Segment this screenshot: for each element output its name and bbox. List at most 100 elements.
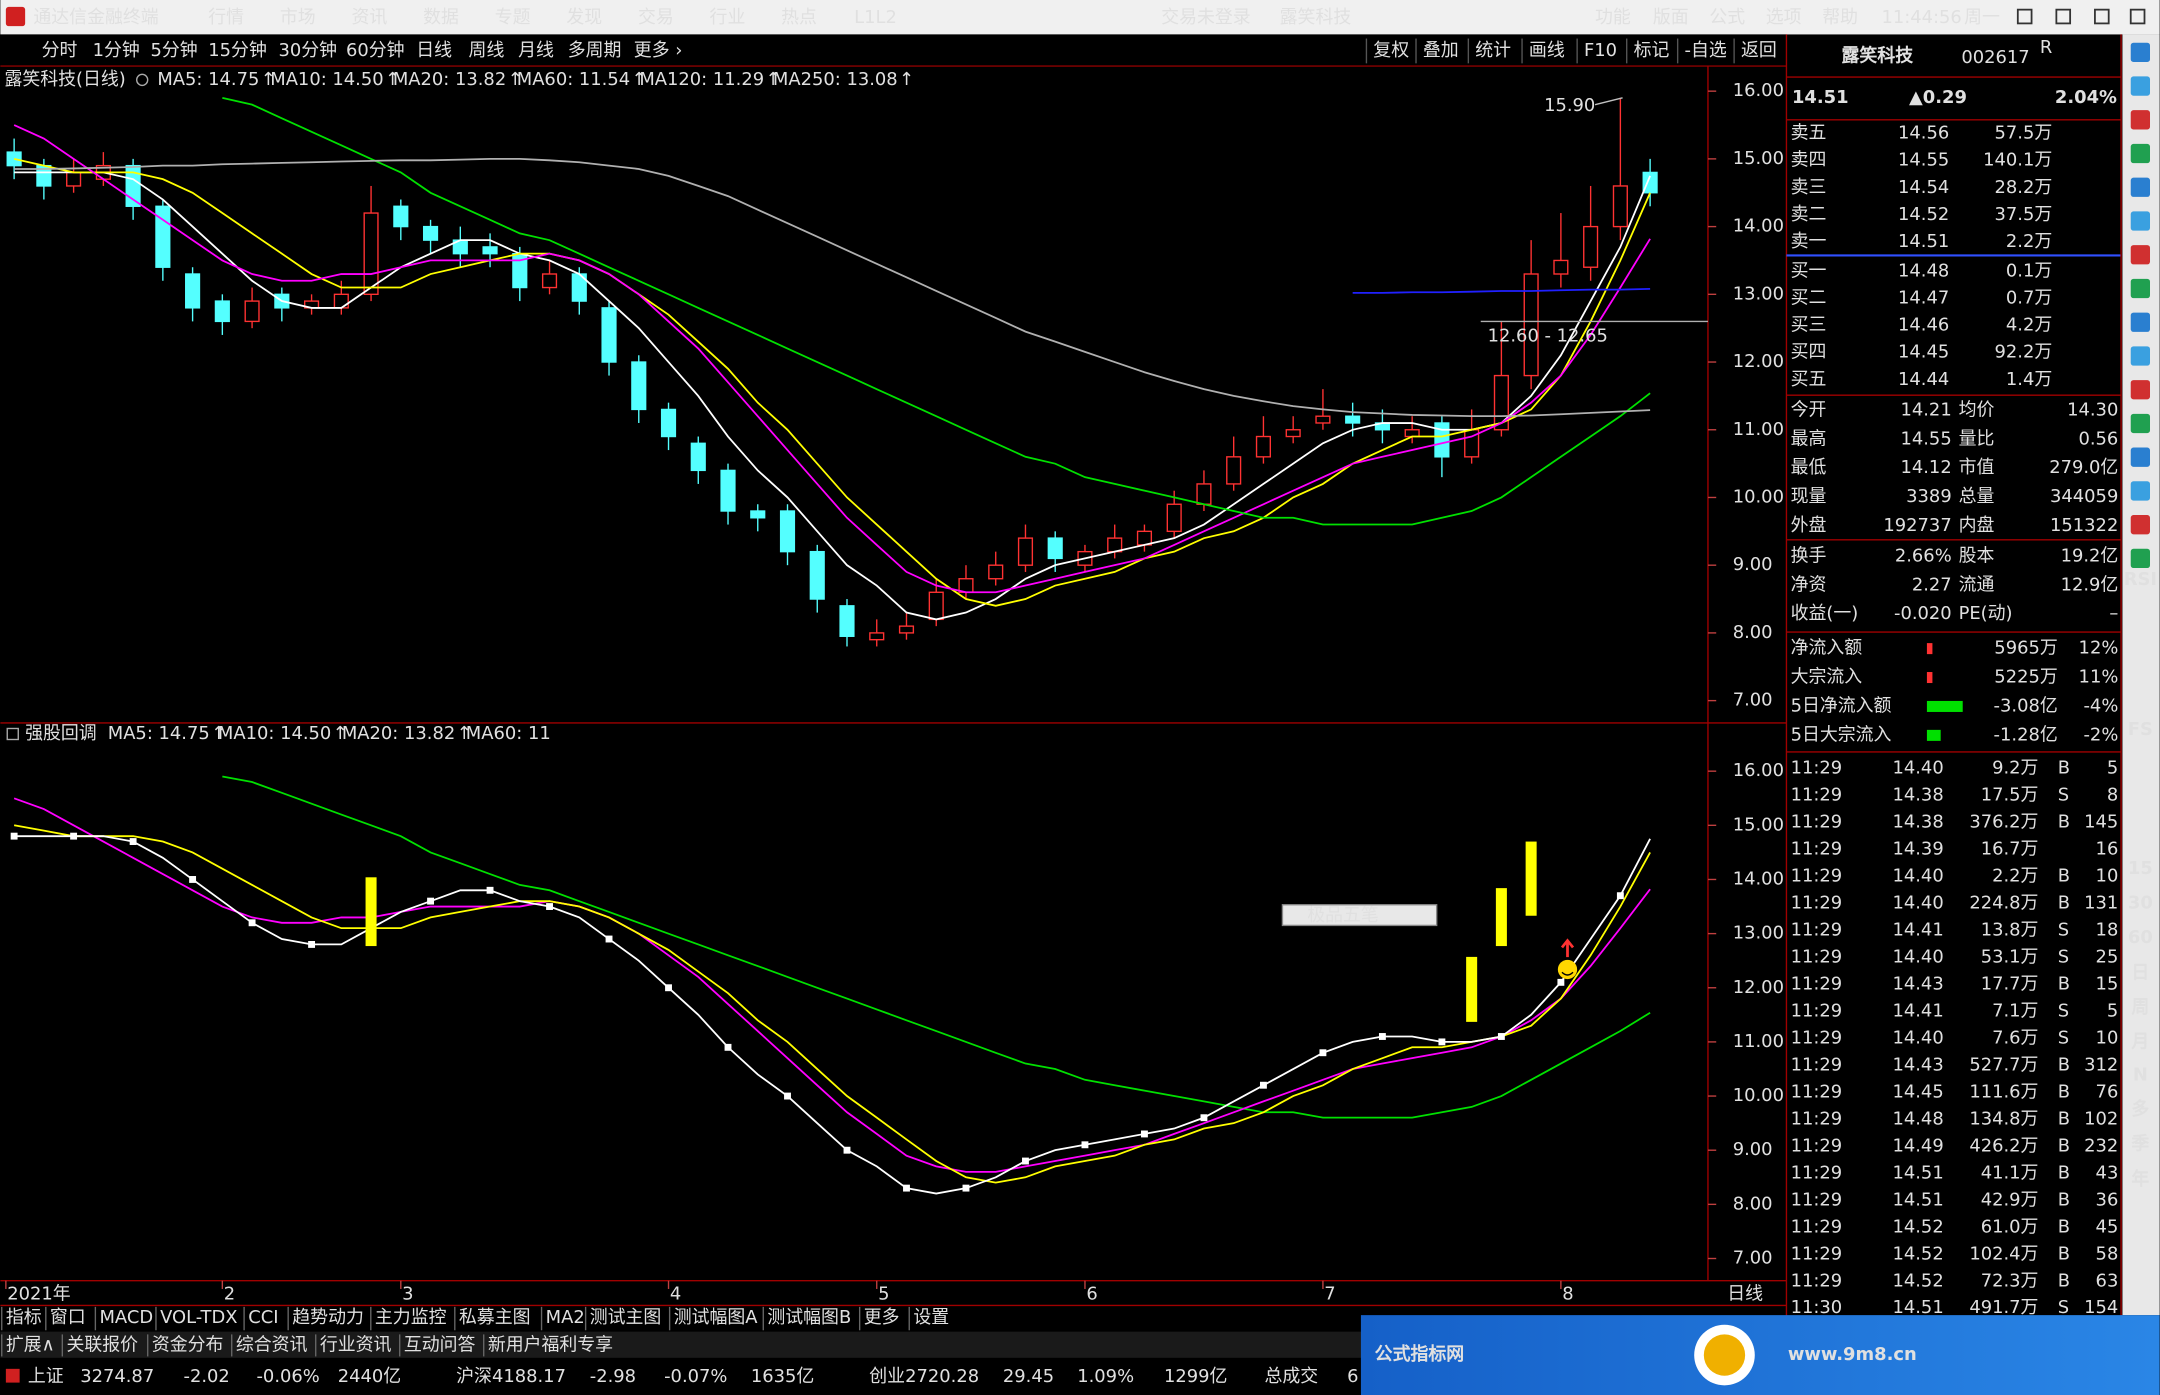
tool-button[interactable]: 复权 [1373,40,1409,61]
info-link[interactable]: 扩展∧ [6,1334,55,1355]
menu-item[interactable]: 帮助 [1822,7,1858,28]
period-button[interactable]: 1分钟 [93,40,140,61]
info-link[interactable]: 关联报价 [66,1334,138,1355]
side-tool[interactable]: 多 [2131,1098,2149,1120]
trade-count: 58 [2096,1243,2119,1264]
trade-side: B [2058,1270,2070,1291]
info-link[interactable]: 互动问答 [404,1334,476,1355]
indicator-dot [962,1184,970,1192]
side-icon[interactable] [2130,143,2151,164]
indicator-tab[interactable]: 窗口 [50,1307,86,1328]
period-button[interactable]: 5分钟 [150,40,197,61]
side-tool[interactable]: N [2133,1065,2148,1086]
indicator-tab[interactable]: 私募主图 [459,1307,531,1328]
side-tool[interactable]: 月 [2130,1031,2149,1052]
candle-body [750,510,766,519]
side-icon[interactable] [2130,76,2151,96]
period-button[interactable]: 周线 [469,40,505,61]
indicator-tab[interactable]: VOL-TDX [160,1307,237,1328]
side-icon[interactable] [2130,278,2151,299]
stat-label: 内盘 [1959,515,1995,536]
side-icon[interactable] [2130,481,2151,501]
side-tool[interactable]: 30 [2128,892,2153,913]
indicator-tab[interactable]: MA2 [546,1307,585,1328]
side-tool[interactable]: 周 [2131,997,2149,1018]
watermark-banner [1360,1315,2160,1395]
side-icon[interactable] [2130,548,2151,569]
window-button[interactable] [2055,8,2072,25]
indicator-tab[interactable]: 主力监控 [375,1307,447,1328]
side-icon[interactable] [2130,42,2151,62]
indicator-tab[interactable]: CCI [248,1307,278,1328]
menu-item[interactable]: 交易 [638,7,674,28]
side-tool[interactable]: 年 [2131,1168,2149,1190]
menu-item[interactable]: 专题 [495,7,531,28]
notice[interactable]: 露笑科技 [1280,7,1352,28]
info-link[interactable]: 新用户福利专享 [488,1334,613,1355]
period-button[interactable]: 多周期 [568,40,622,61]
tool-button[interactable]: 返回 [1741,40,1777,61]
menu-item[interactable]: L1L2 [854,7,897,28]
menu-item[interactable]: 行情 [208,7,244,28]
side-tool[interactable]: 60 [2128,927,2153,948]
side-icon[interactable] [2130,245,2151,265]
indicator-tab[interactable]: 测试主图 [590,1307,662,1328]
side-tool[interactable]: 季 [2131,1133,2149,1154]
info-link[interactable]: 综合资讯 [236,1334,308,1355]
side-tool[interactable]: FS [2128,719,2153,740]
indicator-tab[interactable]: 测试幅图B [767,1307,851,1328]
side-icon[interactable] [2130,177,2151,197]
side-icon[interactable] [2130,346,2151,366]
side-icon[interactable] [2130,515,2151,535]
indicator-tab[interactable]: 指标 [6,1307,42,1328]
window-button[interactable] [2016,8,2033,25]
menu-item[interactable]: 热点 [781,7,817,28]
side-icon[interactable] [2130,380,2151,400]
info-link[interactable]: 行业资讯 [320,1334,392,1355]
tool-button[interactable]: 统计 [1475,40,1511,61]
side-icon[interactable] [2130,312,2151,332]
tool-button[interactable]: -自选 [1685,40,1727,61]
period-button[interactable]: 60分钟 [346,40,405,61]
tool-button[interactable]: F10 [1584,40,1617,61]
menu-item[interactable]: 选项 [1766,7,1802,28]
legend-entry: MA250: 13.08 [773,69,898,90]
side-tool[interactable]: RSI [2124,569,2157,590]
period-button[interactable]: 更多 › [634,40,683,61]
stat-label: 最低 [1791,457,1827,478]
side-icon[interactable] [2130,110,2151,130]
info-link[interactable]: 资金分布 [152,1334,224,1355]
tool-button[interactable]: 画线 [1529,40,1565,61]
side-icon[interactable] [2130,211,2151,231]
trade-price: 14.51 [1892,1297,1943,1318]
side-icon[interactable] [2130,447,2151,467]
menu-item[interactable]: 市场 [280,7,316,28]
menu-item[interactable]: 功能 [1595,7,1631,28]
period-button[interactable]: 15分钟 [208,40,267,61]
period-button[interactable]: 分时 [42,40,78,61]
period-button[interactable]: 日线 [416,40,452,61]
side-icon[interactable] [2130,413,2151,434]
menu-item[interactable]: 公式 [1709,7,1745,28]
menu-item[interactable]: 版面 [1653,7,1689,28]
period-button[interactable]: 30分钟 [279,40,338,61]
side-tool[interactable]: 日 [2131,963,2149,984]
window-button[interactable] [2094,8,2110,25]
indicator-tab[interactable]: 设置 [913,1307,949,1328]
window-button[interactable] [2129,8,2146,25]
notice[interactable]: 交易未登录 [1161,7,1251,28]
book-price: 14.44 [1898,369,1949,390]
tool-button[interactable]: 叠加 [1423,40,1459,61]
indicator-tab[interactable]: 测试幅图A [674,1307,759,1328]
side-tool[interactable]: 15 [2128,858,2153,879]
menu-item[interactable]: 数据 [423,7,459,28]
period-button[interactable]: 月线 [518,40,554,61]
tool-button[interactable]: 标记 [1634,40,1670,61]
candle-body [690,442,706,472]
indicator-tab[interactable]: MACD [100,1307,154,1328]
menu-item[interactable]: 行业 [710,7,746,28]
indicator-tab[interactable]: 更多 [864,1307,900,1328]
menu-item[interactable]: 资讯 [352,7,388,28]
menu-item[interactable]: 发现 [566,7,602,28]
indicator-tab[interactable]: 趋势动力 [292,1307,364,1328]
